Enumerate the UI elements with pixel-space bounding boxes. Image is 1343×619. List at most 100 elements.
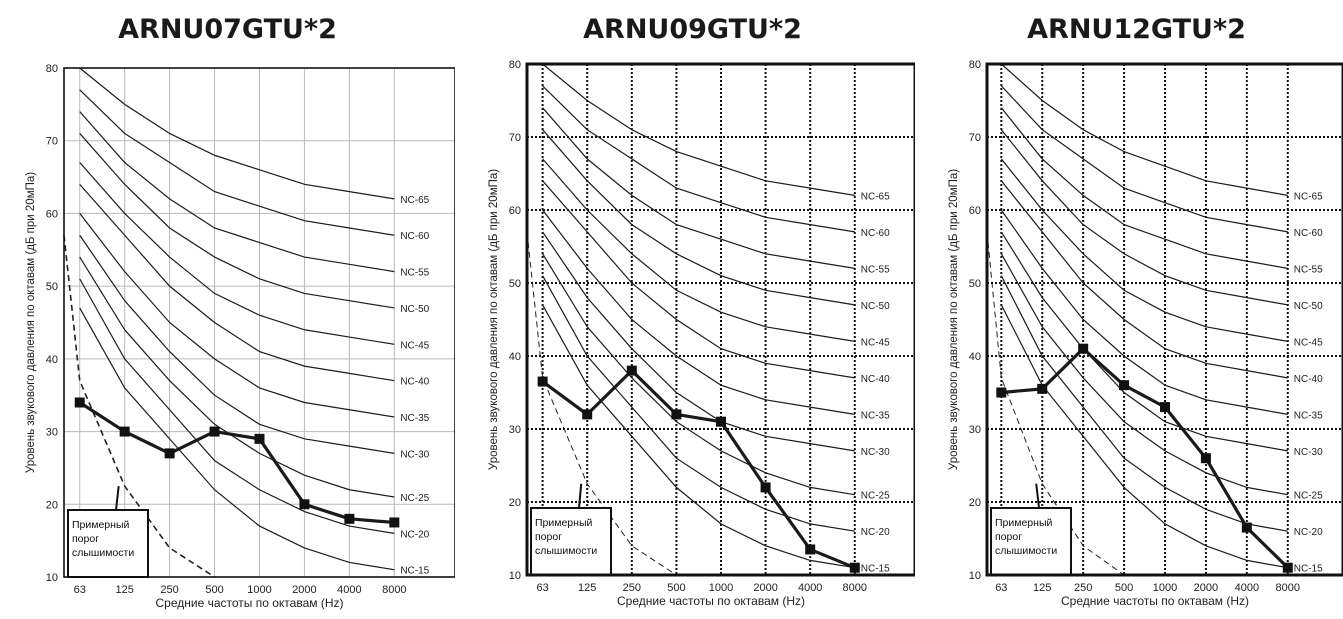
threshold-label-box [67, 509, 149, 578]
nc-curve [542, 231, 855, 452]
nc-curve-label: NC-20 [861, 527, 890, 538]
y-tick-label: 30 [969, 424, 981, 436]
chart-panel-1: ARNU07GTU*2 NC-65 NC-60 NC-55 NC-50 NC-45 NC-… [0, 0, 456, 614]
nc-label-bg [398, 563, 437, 576]
nc-curve-label: NC-45 [400, 340, 429, 351]
threshold-label-line: порог [72, 533, 99, 545]
nc-curve-label: NC-25 [400, 493, 429, 504]
nc-label-bg [398, 527, 437, 540]
y-tick-label: 20 [509, 497, 521, 509]
x-tick-label: 250 [160, 584, 178, 596]
nc-curve-label: NC-35 [400, 413, 429, 424]
x-tick-label: 2000 [292, 584, 316, 596]
nc-curve [79, 111, 395, 273]
nc-label-bg [858, 335, 897, 348]
x-tick-label: 500 [205, 584, 223, 596]
nc-curve [1000, 129, 1288, 306]
chart-panel-2: ARNU09GTU*2 NC-65 NC-60 NC-55 NC-50 NC-45 NC-… [470, 0, 917, 614]
y-tick-label: 50 [46, 281, 58, 293]
nc-curve [1000, 180, 1288, 379]
chart-title: ARNU07GTU*2 [118, 14, 337, 45]
measured-point [74, 397, 85, 408]
y-tick-label: 10 [969, 570, 981, 582]
x-tick-label: 250 [1074, 582, 1092, 594]
nc-label-bg [1291, 444, 1330, 457]
x-axis-label: Средние частоты по октавам (Hz) [1061, 594, 1249, 608]
threshold-leader-line [1035, 483, 1040, 509]
nc-label-bg [398, 491, 437, 504]
threshold-curve [63, 235, 215, 578]
nc-chart-3: NC-65 NC-60 NC-55 NC-50 NC-45 NC-40 NC-35 NC-30… [948, 59, 1343, 608]
threshold-leader-line [115, 485, 120, 511]
x-tick-label: 63 [74, 584, 86, 596]
nc-label-bg [1291, 189, 1330, 202]
nc-label-bg [1291, 335, 1330, 348]
measured-point [209, 426, 220, 437]
chart-title: ARNU12GTU*2 [1027, 14, 1246, 45]
threshold-label-box [530, 507, 612, 576]
threshold-curve [526, 231, 677, 576]
x-tick-label: 8000 [843, 582, 867, 594]
nc-curve-label: NC-60 [861, 228, 890, 239]
threshold-label-line: Примерный [995, 517, 1052, 529]
x-tick-label: 125 [578, 582, 596, 594]
measured-point [1241, 522, 1252, 533]
nc-curve [542, 180, 855, 379]
nc-label-bg [1291, 225, 1330, 238]
nc-label-bg [398, 374, 437, 387]
nc-curve-label: NC-15 [400, 566, 429, 577]
nc-curve-label: NC-40 [1294, 374, 1323, 385]
nc-curve-label: NC-35 [861, 410, 890, 421]
x-tick-label: 250 [623, 582, 641, 594]
nc-label-bg [398, 411, 437, 424]
x-tick-label: 1000 [709, 582, 733, 594]
threshold-label-line: порог [535, 531, 562, 543]
y-axis-label: Уровень звукового давления по октавам (д… [25, 172, 37, 473]
nc-label-bg [1291, 488, 1330, 501]
x-tick-label: 63 [995, 582, 1007, 594]
measured-point [254, 433, 265, 444]
nc-curve [79, 256, 395, 498]
nc-curve [542, 209, 855, 415]
nc-label-bg [858, 262, 897, 275]
nc-curve-label: NC-55 [400, 268, 429, 279]
y-tick-label: 60 [509, 205, 521, 217]
nc-curve-label: NC-50 [1294, 301, 1323, 312]
x-axis-label: Средние частоты по октавам (Hz) [617, 594, 805, 608]
threshold-label-line: слышимости [995, 545, 1057, 557]
y-tick-label: 60 [969, 205, 981, 217]
nc-curve-label: NC-25 [1294, 491, 1323, 502]
nc-curve [79, 162, 395, 345]
nc-curve [1000, 85, 1288, 233]
nc-curve-label: NC-35 [1294, 410, 1323, 421]
nc-curve-label: NC-45 [861, 337, 890, 348]
nc-curve [1000, 63, 1288, 196]
nc-label-bg [398, 301, 437, 314]
y-tick-label: 70 [509, 132, 521, 144]
measured-point [849, 562, 860, 573]
nc-label-bg [858, 371, 897, 384]
nc-curve-label: NC-30 [861, 447, 890, 458]
y-tick-label: 40 [509, 351, 521, 363]
nc-curve-label: NC-30 [1294, 447, 1323, 458]
measured-point [582, 409, 593, 420]
y-tick-label: 20 [46, 499, 58, 511]
measured-point [1037, 383, 1048, 394]
nc-label-bg [398, 338, 437, 351]
measured-point [626, 365, 637, 376]
nc-curve-label: NC-40 [400, 377, 429, 388]
nc-label-bg [1291, 262, 1330, 275]
measured-point [1119, 380, 1130, 391]
measured-line [1001, 347, 1289, 569]
nc-curve [1000, 158, 1288, 342]
threshold-label-box [990, 507, 1072, 576]
nc-label-bg [1291, 298, 1330, 311]
nc-curve [1000, 107, 1288, 269]
y-tick-label: 40 [46, 354, 58, 366]
x-axis-label: Средние частоты по октавам (Hz) [156, 596, 344, 610]
measured-point [671, 409, 682, 420]
threshold-label-line: Примерный [72, 519, 129, 531]
nc-curve-label: NC-50 [400, 304, 429, 315]
nc-chart-2: NC-65 NC-60 NC-55 NC-50 NC-45 NC-40 NC-35 NC-30… [488, 59, 917, 608]
nc-curve-label: NC-30 [400, 449, 429, 460]
